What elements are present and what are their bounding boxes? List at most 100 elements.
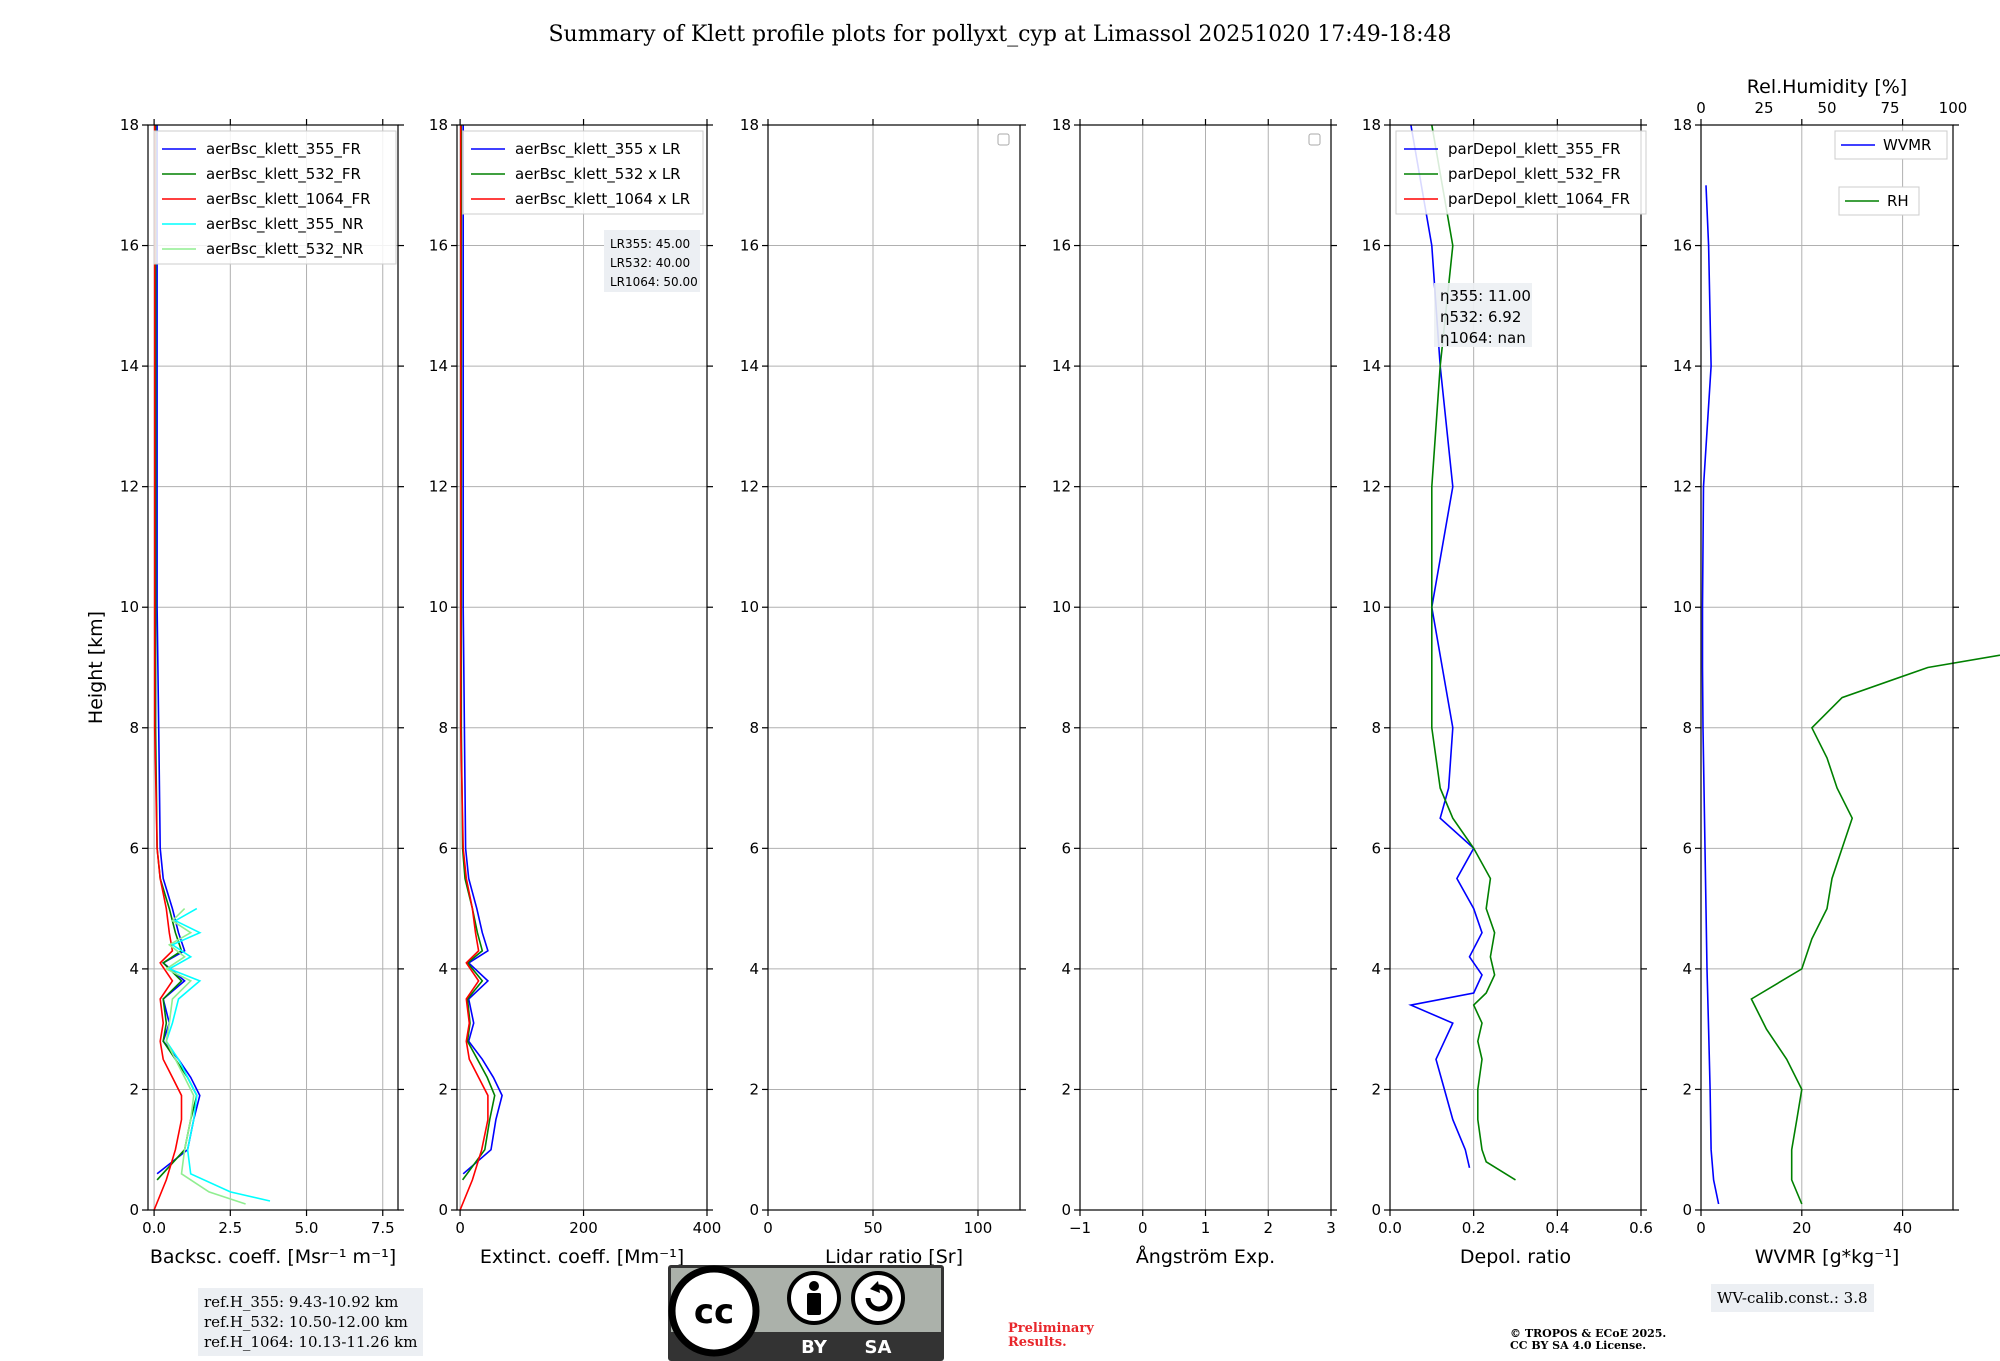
- depolarization-series-parDepol_klett_355_FR: [1408, 124, 1483, 1168]
- depolarization-y-tick-label: 10: [1362, 598, 1381, 616]
- water-vapor-x-tick-label: 20: [1792, 1219, 1811, 1237]
- ref-height-532: ref.H_532: 10.50-12.00 km: [204, 1313, 408, 1331]
- wv-calibration-note: WV-calib.const.: 3.8: [1711, 1284, 1874, 1312]
- depolarization-y-tick-label: 12: [1362, 478, 1381, 496]
- lidar-ratio-axes-frame: [767, 124, 1021, 1211]
- lidar-ratio-y-tick-label: 8: [749, 719, 759, 737]
- water-vapor-y-tick-label: 8: [1682, 719, 1692, 737]
- lidar-ratio-y-tick-label: 12: [740, 478, 759, 496]
- copyright-line-2: CC BY SA 4.0 License.: [1510, 1339, 1647, 1352]
- extinction-lidar-ratio-box: [604, 230, 700, 292]
- lidar-ratio-y-tick-label: 10: [740, 598, 759, 616]
- depolarization-y-tick-label: 0: [1371, 1201, 1381, 1219]
- extinction-lidar-ratio-text: LR532: 40.00: [610, 256, 690, 270]
- lidar-ratio-y-tick-label: 14: [740, 357, 759, 375]
- lidar-ratio-y-tick-label: 2: [749, 1080, 759, 1098]
- depolarization-eta-text: η355: 11.00: [1440, 287, 1531, 305]
- angstrom-y-tick-label: 10: [1052, 598, 1071, 616]
- angstrom-y-tick-label: 4: [1061, 960, 1071, 978]
- depolarization-x-axis-label: Depol. ratio: [1460, 1246, 1571, 1268]
- depolarization-y-tick-label: 4: [1371, 960, 1381, 978]
- sa-label: SA: [865, 1337, 892, 1358]
- extinction-y-tick-label: 2: [438, 1080, 448, 1098]
- depolarization-x-tick-label: 0.4: [1545, 1219, 1569, 1237]
- angstrom-y-tick-label: 0: [1061, 1201, 1071, 1219]
- angstrom-x-axis-label: Ångström Exp.: [1136, 1245, 1275, 1268]
- depolarization-legend-box: [1395, 130, 1647, 215]
- angstrom-y-tick-label: 2: [1061, 1080, 1071, 1098]
- backscatter-y-tick-label: 4: [129, 960, 139, 978]
- depolarization-x-tick-label: 0.0: [1378, 1219, 1402, 1237]
- lidar-ratio-x-tick-label: 50: [863, 1219, 882, 1237]
- lidar-ratio-y-tick-label: 18: [740, 116, 759, 134]
- cc-license-badge: cc BY SA: [668, 1265, 944, 1361]
- reference-height-note: ref.H_355: 9.43-10.92 km ref.H_532: 10.5…: [198, 1288, 424, 1356]
- extinction-legend-label: aerBsc_klett_532 x LR: [515, 165, 681, 184]
- depolarization-y-tick-label: 14: [1362, 357, 1381, 375]
- water-vapor-top-tick-label: 0: [1696, 99, 1706, 117]
- angstrom-x-tick-label: 0: [1138, 1219, 1148, 1237]
- cc-circle-icon: [668, 1265, 760, 1357]
- water-vapor-y-tick-label: 2: [1682, 1080, 1692, 1098]
- lidar-ratio-y-tick-label: 0: [749, 1201, 759, 1219]
- angstrom-x-tick-label: 1: [1201, 1219, 1211, 1237]
- angstrom-y-tick-label: 14: [1052, 357, 1071, 375]
- backscatter-legend-label: aerBsc_klett_355_NR: [206, 215, 364, 234]
- depolarization-eta-text: η532: 6.92: [1440, 308, 1521, 326]
- water-vapor-axes-frame: [1700, 124, 1954, 1211]
- water-vapor-legend-label: WVMR: [1883, 136, 1931, 154]
- extinction-legend-box: [462, 130, 704, 215]
- depolarization-panel: 0 2 4 6 8 10 12 14 16 18 0.0 0.2 0.4 0.6 Depol. ratio p…: [1362, 116, 1653, 1268]
- backscatter-legend-label: aerBsc_klett_532_FR: [206, 165, 361, 184]
- extinction-y-tick-label: 10: [429, 598, 448, 616]
- water-vapor-y-tick-label: 4: [1682, 960, 1692, 978]
- depolarization-y-tick-label: 8: [1371, 719, 1381, 737]
- angstrom-empty-legend: [1308, 133, 1321, 146]
- angstrom-x-tick-label: 3: [1326, 1219, 1336, 1237]
- angstrom-y-tick-label: 16: [1052, 237, 1071, 255]
- extinction-x-tick-label: 200: [569, 1219, 598, 1237]
- figure-title: Summary of Klett profile plots for polly…: [548, 22, 1452, 47]
- extinction-x-tick-label: 400: [693, 1219, 722, 1237]
- water-vapor-y-tick-label: 14: [1673, 357, 1692, 375]
- preliminary-line-1: Preliminary: [1008, 1321, 1094, 1336]
- water-vapor-top-tick-label: 100: [1939, 99, 1968, 117]
- wv-calibration-constant: WV-calib.const.: 3.8: [1717, 1289, 1868, 1307]
- extinction-y-tick-label: 12: [429, 478, 448, 496]
- depolarization-series-parDepol_klett_532_FR: [1431, 124, 1516, 1181]
- extinction-y-tick-label: 0: [438, 1201, 448, 1219]
- preliminary-line-2: Results.: [1008, 1335, 1067, 1350]
- backscatter-axes-frame: [147, 124, 399, 1211]
- extinction-y-tick-label: 6: [438, 839, 448, 857]
- depolarization-eta-text: η1064: nan: [1440, 329, 1526, 347]
- water-vapor-y-tick-label: 6: [1682, 839, 1692, 857]
- backscatter-series-aerBsc_klett_532_FR: [154, 125, 198, 1181]
- backscatter-y-tick-label: 6: [129, 839, 139, 857]
- extinction-lidar-ratio-text: LR355: 45.00: [610, 237, 690, 251]
- backscatter-y-tick-label: 10: [120, 598, 139, 616]
- depolarization-y-tick-label: 16: [1362, 237, 1381, 255]
- water-vapor-series-RH: [1750, 654, 2000, 1205]
- ref-height-355: ref.H_355: 9.43-10.92 km: [204, 1293, 399, 1311]
- backscatter-y-tick-label: 2: [129, 1080, 139, 1098]
- ref-height-1064: ref.H_1064: 10.13-11.26 km: [204, 1333, 418, 1351]
- extinction-series-aerBsc_klett_1064 x LR: [459, 125, 489, 1211]
- water-vapor-y-tick-label: 18: [1673, 116, 1692, 134]
- water-vapor-legend-label: RH: [1887, 192, 1909, 210]
- extinction-lidar-ratio-text: LR1064: 50.00: [610, 275, 698, 289]
- depolarization-legend-label: parDepol_klett_355_FR: [1448, 140, 1621, 159]
- backscatter-series-aerBsc_klett_355_NR: [165, 907, 271, 1202]
- backscatter-legend-box: [153, 130, 397, 265]
- water-vapor-y-tick-label: 12: [1673, 478, 1692, 496]
- backscatter-y-tick-label: 12: [120, 478, 139, 496]
- water-vapor-series-WVMR: [1701, 185, 1720, 1205]
- extinction-axes-frame: [456, 124, 708, 1211]
- depolarization-x-tick-label: 0.6: [1629, 1219, 1653, 1237]
- backscatter-x-tick-label: 2.5: [218, 1219, 242, 1237]
- water-vapor-top-axis-label: Rel.Humidity [%]: [1747, 76, 1907, 98]
- lidar-ratio-x-tick-label: 0: [763, 1219, 773, 1237]
- extinction-y-tick-label: 18: [429, 116, 448, 134]
- backscatter-legend-label: aerBsc_klett_1064_FR: [206, 190, 371, 209]
